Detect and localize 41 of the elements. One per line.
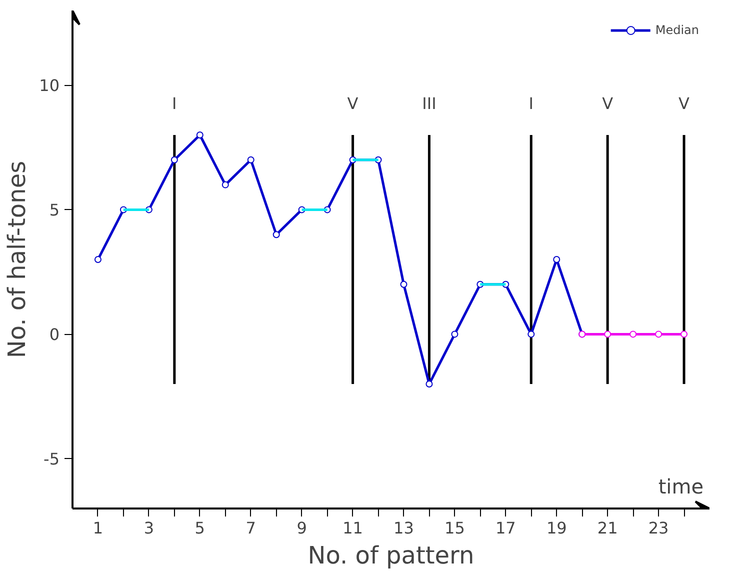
x-tick-label: 1: [92, 518, 104, 538]
point: [451, 330, 458, 338]
y-tick-label: 5: [49, 200, 60, 220]
point: [400, 280, 408, 288]
ref-line-label: V: [347, 94, 358, 113]
x-axis-title: No. of pattern: [308, 542, 474, 570]
point: [247, 156, 254, 164]
x-tick-label: 17: [495, 518, 516, 538]
point: [94, 256, 102, 263]
point: [426, 380, 433, 388]
point: [222, 181, 229, 188]
ref-line-label: I: [172, 94, 177, 113]
x-tick-label: 19: [546, 518, 567, 538]
point: [655, 330, 662, 338]
point: [272, 231, 280, 238]
point: [630, 330, 637, 338]
y-tick-label: -5: [44, 450, 60, 469]
x-tick-label: 7: [246, 518, 256, 538]
ref-line-label: III: [422, 94, 436, 113]
x-tick-label: 9: [296, 518, 307, 538]
x-tick-label: 11: [342, 518, 363, 538]
annotation: time: [658, 474, 704, 498]
y-axis-title: No. of half-tones: [3, 160, 32, 358]
ref-line-label: V: [678, 94, 690, 113]
x-tick-label: 13: [394, 518, 414, 538]
point: [196, 132, 204, 138]
point: [553, 256, 560, 263]
point: [680, 330, 688, 338]
ref-line-label: V: [602, 94, 614, 113]
x-tick-label: 23: [648, 518, 669, 538]
y-tick-label: 10: [39, 76, 60, 96]
x-tick-label: 15: [444, 518, 465, 538]
y-tick-label: 0: [49, 325, 60, 344]
ref-line-label: I: [528, 94, 534, 113]
point: [604, 330, 612, 338]
point: [170, 156, 178, 164]
x-tick-label: 3: [144, 518, 154, 538]
x-tick-label: 21: [597, 518, 618, 538]
legend-label: Median: [655, 23, 699, 37]
x-tick-label: 5: [194, 518, 205, 538]
point: [528, 330, 535, 338]
